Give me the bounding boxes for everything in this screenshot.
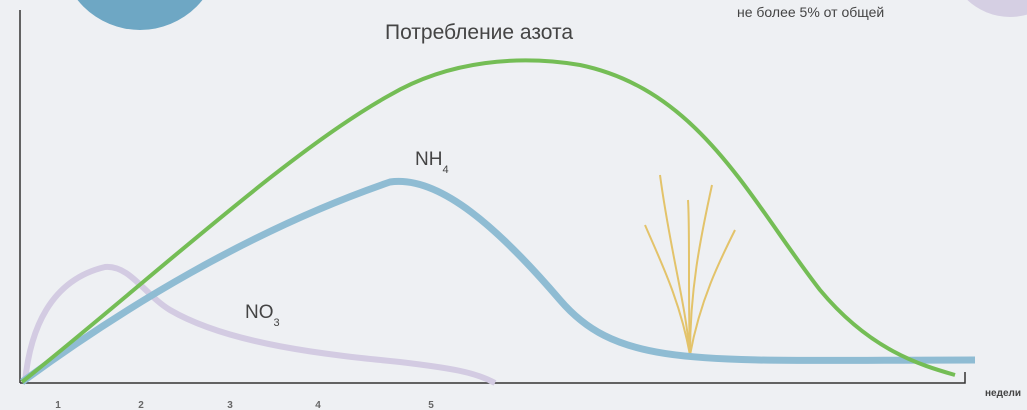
curve-label: NO3	[245, 302, 280, 329]
wheat-icon	[644, 174, 736, 356]
x-tick-label: 2	[138, 400, 144, 410]
x-axis	[20, 372, 966, 384]
note: не более 5% от общей	[737, 4, 884, 20]
x-tick-label: 4	[315, 400, 321, 410]
decor-circle	[967, 0, 1027, 17]
title: Потребление азота	[385, 21, 573, 44]
x-tick-label: 3	[227, 400, 233, 410]
x-tick-label: 1	[55, 400, 61, 410]
x-axis-label: недели	[985, 388, 1021, 399]
no3-curve	[22, 263, 497, 386]
curve-label: NH4	[415, 149, 449, 176]
uptake-curve	[20, 58, 956, 384]
nh4-curve	[19, 177, 976, 385]
decor-circle	[77, 0, 203, 30]
x-tick-label: 5	[428, 400, 434, 410]
